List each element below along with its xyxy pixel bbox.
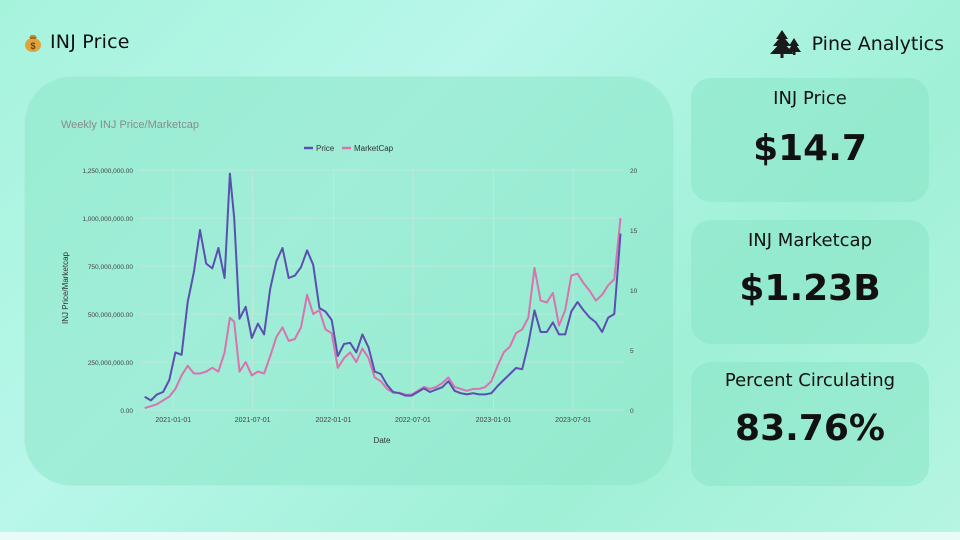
- page-header: $ INJ Price: [22, 31, 130, 53]
- kpi-card-price: INJ Price $14.7: [691, 78, 929, 202]
- legend-label-price: Price: [316, 144, 335, 153]
- y-left-tick-label: 500,000,000.00: [88, 312, 134, 319]
- brand: Pine Analytics: [768, 28, 944, 60]
- x-axis-label: Date: [374, 436, 391, 445]
- y-left-tick-label: 250,000,000.00: [88, 360, 134, 367]
- svg-text:$: $: [30, 41, 35, 51]
- chart-title: Weekly INJ Price/Marketcap: [61, 119, 199, 131]
- kpi-value: $1.23B: [739, 268, 881, 309]
- y-right-tick-label: 0: [630, 408, 634, 415]
- kpi-card-marketcap: INJ Marketcap $1.23B: [691, 220, 929, 344]
- series-line-marketcap: [144, 217, 622, 410]
- kpi-label: INJ Marketcap: [747, 230, 873, 251]
- kpi-label: Percent Circulating: [724, 370, 896, 391]
- footer-strip: [0, 532, 960, 540]
- x-tick-label: 2021-07-01: [235, 417, 271, 424]
- x-tick-label: 2021-01-01: [155, 417, 191, 424]
- y-right-tick-label: 5: [630, 348, 634, 355]
- x-tick-label: 2023-07-01: [555, 417, 591, 424]
- y-left-tick-label: 0.00: [120, 408, 133, 415]
- kpi-value: 83.76%: [735, 408, 885, 449]
- y-left-tick-label: 750,000,000.00: [88, 264, 134, 271]
- x-tick-label: 2022-01-01: [316, 417, 352, 424]
- kpi-value: $14.7: [753, 128, 867, 169]
- page-title: INJ Price: [50, 31, 130, 53]
- y-left-tick-label: 1,000,000,000.00: [82, 216, 133, 223]
- kpi-label: INJ Price: [773, 88, 847, 109]
- x-tick-label: 2023-01-01: [476, 417, 512, 424]
- pine-tree-logo-icon: [769, 30, 801, 58]
- chart-card: Weekly INJ Price/Marketcap Price MarketC…: [24, 76, 674, 486]
- x-tick-label: 2022-07-01: [395, 417, 431, 424]
- kpi-card-circulating: Percent Circulating 83.76%: [691, 362, 929, 486]
- y-right-tick-label: 15: [630, 228, 638, 235]
- brand-name: Pine Analytics: [811, 33, 944, 55]
- series-line-price: [144, 172, 622, 402]
- legend-label-marketcap: MarketCap: [354, 144, 394, 153]
- y-right-tick-label: 10: [630, 288, 638, 295]
- y-right-tick-label: 20: [630, 168, 638, 175]
- price-marketcap-chart: Weekly INJ Price/Marketcap Price MarketC…: [61, 119, 638, 445]
- money-bag-icon: $: [25, 35, 41, 52]
- chart-legend: Price MarketCap: [304, 144, 394, 153]
- y-axis-label: INJ Price/Marketcap: [61, 251, 70, 324]
- y-left-tick-label: 1,250,000,000.00: [82, 168, 133, 175]
